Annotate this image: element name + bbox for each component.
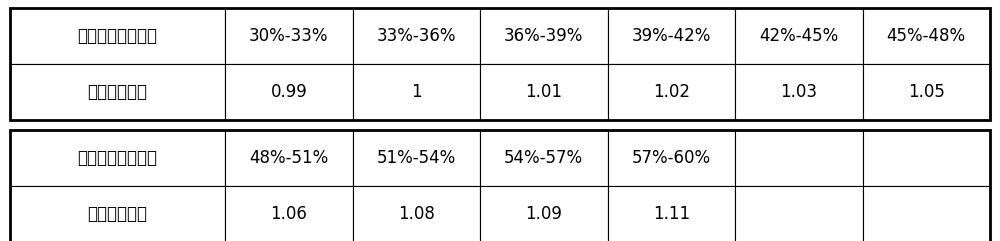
Bar [353, 8, 480, 64]
Text: 48%-51%: 48%-51% [249, 149, 328, 167]
Text: 30%-33%: 30%-33% [249, 27, 328, 45]
Text: 1: 1 [411, 83, 422, 101]
Bar [608, 130, 735, 186]
Text: 36%-39%: 36%-39% [504, 27, 583, 45]
Bar [608, 8, 735, 64]
Text: 数据所在校正区间: 数据所在校正区间 [78, 149, 158, 167]
Text: 1.03: 1.03 [780, 83, 817, 101]
Bar [608, 64, 735, 120]
Text: 所乘校正系数: 所乘校正系数 [88, 205, 148, 223]
Text: 51%-54%: 51%-54% [377, 149, 456, 167]
Bar [735, 8, 862, 64]
Bar [10, 186, 225, 241]
Bar [480, 64, 608, 120]
Text: 1.02: 1.02 [653, 83, 690, 101]
Bar [10, 130, 225, 186]
Text: 1.01: 1.01 [525, 83, 562, 101]
Bar [735, 64, 862, 120]
Bar [353, 186, 480, 241]
Bar [10, 8, 990, 120]
Bar [480, 130, 608, 186]
Bar [10, 8, 225, 64]
Text: 所乘校正系数: 所乘校正系数 [88, 83, 148, 101]
Bar [862, 64, 990, 120]
Bar [608, 186, 735, 241]
Bar [480, 8, 608, 64]
Text: 45%-48%: 45%-48% [887, 27, 966, 45]
Text: 33%-36%: 33%-36% [376, 27, 456, 45]
Bar [353, 64, 480, 120]
Bar [862, 130, 990, 186]
Text: 1.11: 1.11 [653, 205, 690, 223]
Text: 39%-42%: 39%-42% [632, 27, 711, 45]
Bar [225, 130, 352, 186]
Bar [480, 186, 608, 241]
Bar [225, 186, 352, 241]
Text: 0.99: 0.99 [270, 83, 307, 101]
Text: 42%-45%: 42%-45% [759, 27, 838, 45]
Text: 1.09: 1.09 [525, 205, 562, 223]
Bar [10, 64, 225, 120]
Text: 1.05: 1.05 [908, 83, 945, 101]
Bar [735, 186, 862, 241]
Bar [353, 130, 480, 186]
Text: 数据所在校正区间: 数据所在校正区间 [78, 27, 158, 45]
Text: 57%-60%: 57%-60% [632, 149, 711, 167]
Text: 54%-57%: 54%-57% [504, 149, 583, 167]
Bar [735, 130, 862, 186]
Bar [225, 8, 352, 64]
Text: 1.06: 1.06 [270, 205, 307, 223]
Bar [862, 8, 990, 64]
Bar [225, 64, 352, 120]
Bar [10, 130, 990, 241]
Bar [862, 186, 990, 241]
Text: 1.08: 1.08 [398, 205, 435, 223]
